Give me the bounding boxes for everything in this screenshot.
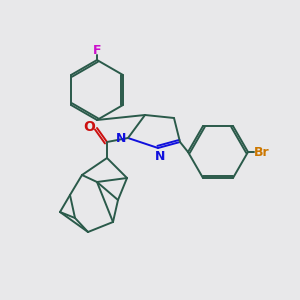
Text: O: O: [83, 120, 95, 134]
Text: N: N: [155, 151, 165, 164]
Text: F: F: [93, 44, 101, 58]
Text: Br: Br: [254, 146, 270, 158]
Text: N: N: [116, 131, 126, 145]
